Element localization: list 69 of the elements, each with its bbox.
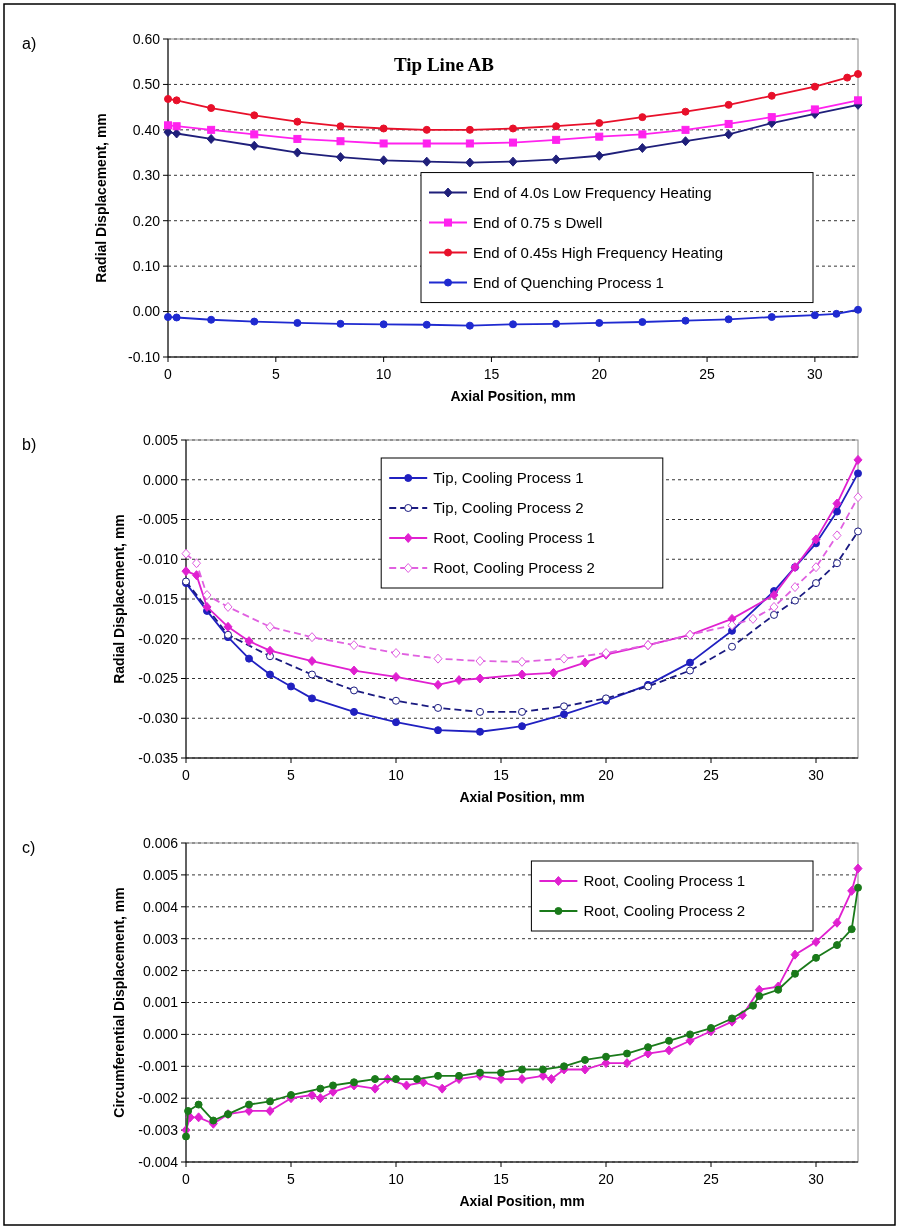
legend-label: End of Quenching Process 1 (473, 273, 664, 291)
y-tick-label: -0.002 (138, 1090, 179, 1107)
y-tick-label: -0.035 (138, 749, 179, 766)
x-tick-label: 20 (598, 767, 614, 783)
y-tick-label: -0.10 (128, 348, 161, 365)
legend-label: Tip, Cooling Process 2 (433, 499, 584, 517)
y-tick-label: 0.002 (142, 962, 179, 979)
x-tick-label: 5 (271, 366, 280, 382)
legend-label: Root, Cooling Process 2 (433, 559, 595, 577)
x-tick-label: 30 (807, 366, 823, 382)
y-tick-label: 0.006 (142, 834, 179, 851)
y-tick-label: -0.001 (138, 1058, 179, 1075)
x-tick-label: 30 (808, 1171, 824, 1187)
x-tick-label: 15 (493, 767, 509, 783)
y-tick-label: -0.015 (138, 590, 179, 607)
y-tick-label: 0.001 (142, 994, 179, 1011)
text: c) (22, 839, 36, 856)
x-tick-label: 20 (598, 1171, 614, 1187)
x-tick-label: 10 (388, 767, 404, 783)
y-tick-label: 0.50 (132, 76, 161, 93)
x-tick-label: 5 (287, 1171, 296, 1187)
text: Tip Line AB (394, 54, 495, 75)
x-tick-label: 0 (182, 1171, 191, 1187)
y-tick-label: 0.40 (132, 121, 161, 138)
y-tick-label: 0.005 (142, 431, 179, 448)
x-tick-label: 0 (164, 366, 173, 382)
y-tick-label: 0.003 (142, 930, 179, 947)
y-tick-label: 0.005 (142, 866, 179, 883)
y-tick-label: -0.030 (138, 710, 179, 727)
y-tick-label: 0.000 (142, 471, 179, 488)
x-tick-label: 0 (182, 767, 191, 783)
y-tick-label: -0.010 (138, 551, 179, 568)
legend-label: Tip, Cooling Process 1 (433, 469, 584, 487)
y-axis-title: Radial Displacement, mm (93, 113, 109, 283)
y-tick-label: 0.30 (132, 167, 161, 184)
x-axis-title: Axial Position, mm (450, 388, 576, 404)
y-tick-label: 0.000 (142, 1026, 179, 1043)
y-tick-label: -0.005 (138, 511, 179, 528)
x-tick-label: 15 (493, 1171, 509, 1187)
legend-label: Root, Cooling Process 2 (583, 902, 746, 920)
y-axis-title: Radial Displacement, mm (111, 514, 127, 684)
y-tick-label: -0.020 (138, 630, 179, 647)
x-tick-label: 15 (483, 366, 500, 382)
x-tick-label: 25 (699, 366, 716, 382)
y-tick-label: 0.10 (132, 258, 161, 275)
x-axis-title: Axial Position, mm (459, 789, 585, 805)
legend-label: End of 0.75 s Dwell (473, 213, 603, 231)
x-tick-label: 10 (388, 1171, 404, 1187)
legend-label: End of 4.0s Low Frequency Heating (473, 183, 712, 201)
x-tick-label: 25 (703, 767, 719, 783)
x-tick-label: 10 (375, 366, 392, 382)
x-tick-label: 20 (591, 366, 608, 382)
y-tick-label: -0.003 (138, 1122, 179, 1138)
legend-label: Root, Cooling Process 1 (583, 872, 746, 890)
y-tick-label: 0.00 (132, 303, 161, 320)
y-axis-title: Circumferential Displacement, mm (111, 887, 127, 1118)
text: a) (22, 35, 37, 52)
x-tick-label: 30 (808, 767, 824, 783)
x-tick-label: 5 (287, 767, 296, 783)
x-tick-label: 25 (703, 1171, 719, 1187)
y-tick-label: -0.004 (138, 1153, 179, 1170)
y-tick-label: 0.60 (132, 30, 161, 47)
legend-label: Root, Cooling Process 1 (433, 529, 595, 547)
legend-label: End of 0.45s High Frequency Heating (473, 243, 724, 261)
y-tick-label: -0.025 (138, 670, 179, 687)
y-tick-label: 0.20 (132, 212, 161, 229)
text: b) (22, 436, 37, 453)
y-tick-label: 0.004 (142, 898, 179, 915)
x-axis-title: Axial Position, mm (459, 1193, 585, 1209)
